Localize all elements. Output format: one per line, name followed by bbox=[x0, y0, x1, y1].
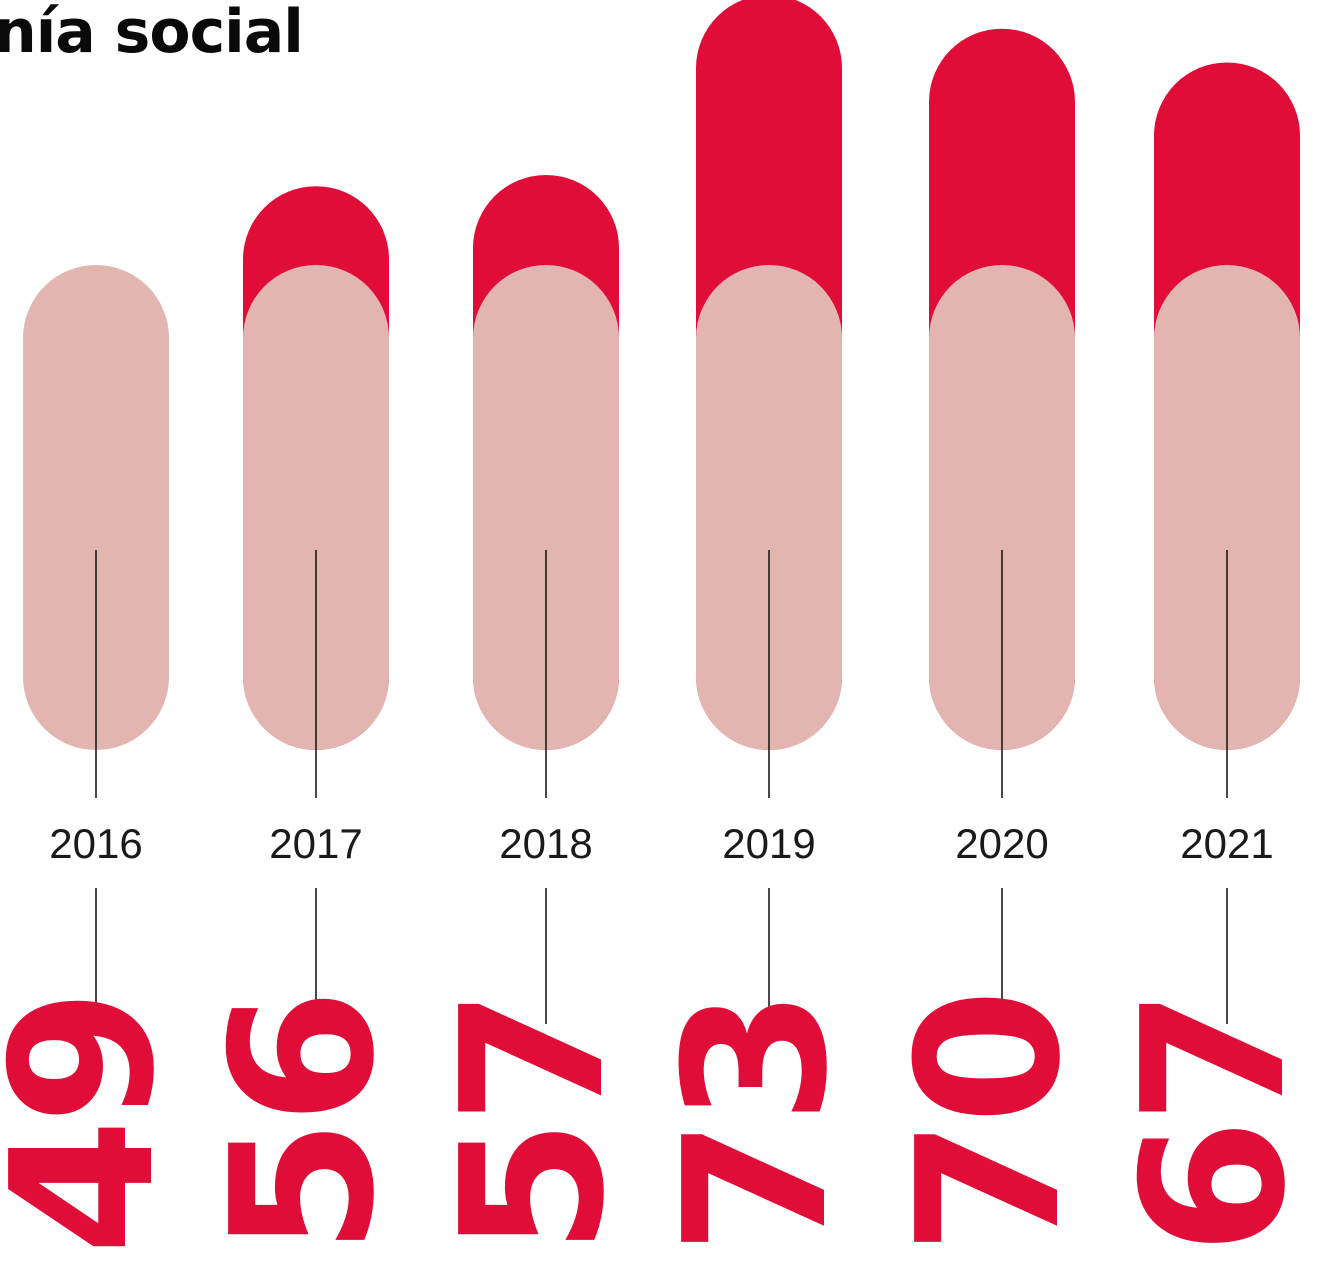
chart-title: nía social bbox=[0, 0, 304, 67]
value-label-2020: 70 bbox=[876, 994, 1104, 1255]
base-bar-2020 bbox=[929, 265, 1075, 750]
value-label-2017: 56 bbox=[190, 994, 418, 1255]
value-label-2016: 49 bbox=[0, 994, 198, 1255]
base-bar-2018 bbox=[473, 265, 619, 750]
base-bar-2021 bbox=[1154, 265, 1300, 750]
value-label-2018: 57 bbox=[420, 994, 648, 1255]
value-label-2021: 67 bbox=[1101, 994, 1326, 1255]
base-bar-2017 bbox=[243, 265, 389, 750]
year-label-2017: 2017 bbox=[269, 820, 362, 867]
year-label-2018: 2018 bbox=[499, 820, 592, 867]
base-bar-2019 bbox=[696, 265, 842, 750]
year-label-2019: 2019 bbox=[722, 820, 815, 867]
year-label-2020: 2020 bbox=[955, 820, 1048, 867]
year-label-2016: 2016 bbox=[49, 820, 142, 867]
year-label-2021: 2021 bbox=[1180, 820, 1273, 867]
value-label-2019: 73 bbox=[643, 994, 871, 1255]
base-bar-2016 bbox=[23, 265, 169, 750]
